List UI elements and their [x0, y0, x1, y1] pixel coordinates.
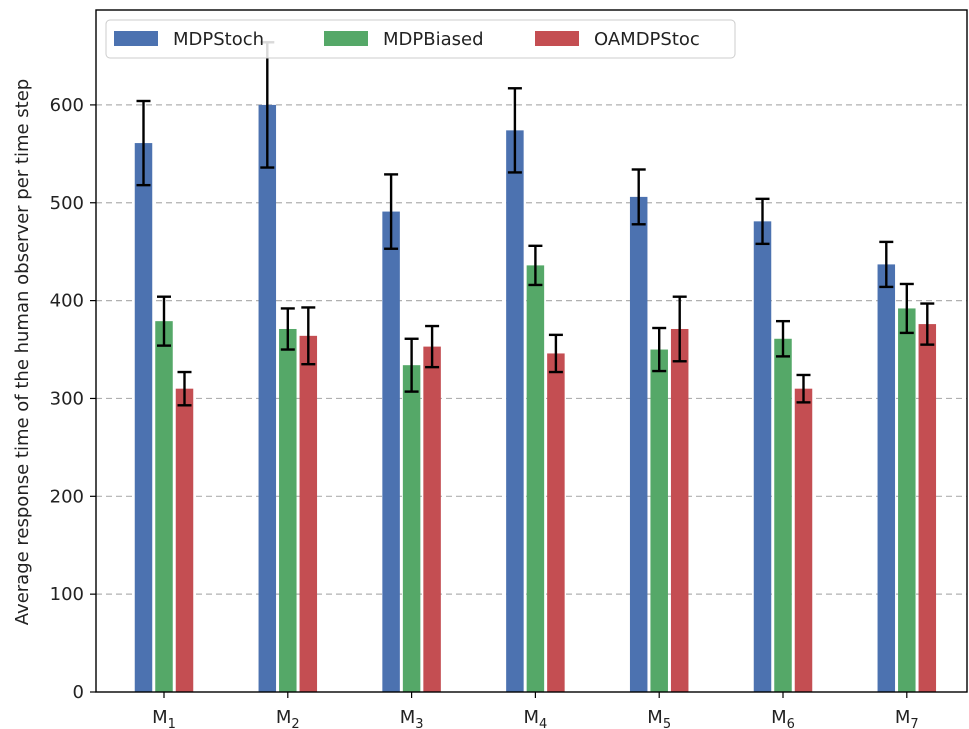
bar [547, 353, 565, 692]
bar [258, 104, 277, 693]
x-tick-label: M1 [152, 707, 176, 729]
bar [629, 196, 648, 692]
bar [134, 143, 153, 692]
legend: MDPStoch MDPBiased OAMDPStoc [105, 19, 736, 59]
x-tick-label: M2 [276, 707, 300, 729]
bar [155, 321, 173, 692]
bar [877, 264, 896, 692]
bar [175, 388, 194, 692]
x-tick-label: M7 [895, 707, 919, 729]
legend-swatch [535, 31, 579, 46]
x-tick-label: M3 [400, 707, 424, 729]
y-tick-label: 400 [50, 291, 84, 312]
bar [918, 324, 937, 692]
legend-entry: MDPStoch [114, 29, 264, 50]
legend-swatch [114, 31, 158, 46]
y-axis-label: Average response time of the human obser… [12, 79, 33, 625]
y-tick-label: 100 [50, 584, 84, 605]
legend-entry: MDPBiased [324, 29, 484, 50]
bar [382, 211, 400, 692]
y-tick-label: 200 [50, 486, 84, 507]
y-tick-label: 300 [50, 388, 84, 409]
error-bars [136, 41, 935, 407]
bar [299, 335, 318, 692]
x-ticks: M1 M2 M3 M4 M5 M6 M7 [152, 692, 919, 729]
bar [794, 388, 813, 692]
y-tick-label: 600 [50, 95, 84, 116]
x-tick-label: M4 [523, 707, 547, 729]
legend-box [105, 19, 736, 59]
bar [526, 265, 545, 692]
bar [423, 346, 441, 692]
y-tick-label: 0 [73, 682, 84, 703]
legend-label: OAMDPStoc [594, 29, 700, 50]
x-tick-label: M6 [771, 707, 795, 729]
bar [650, 349, 668, 692]
x-tick-label: M5 [647, 707, 671, 729]
legend-swatch [324, 31, 368, 46]
legend-label: MDPStoch [173, 29, 264, 50]
bar [753, 221, 772, 692]
bar [402, 365, 421, 692]
y-ticks: 0 100 200 300 400 500 600 [50, 95, 96, 703]
legend-label: MDPBiased [383, 29, 484, 50]
bar [279, 328, 297, 692]
y-tick-label: 500 [50, 193, 84, 214]
bar [774, 338, 792, 692]
legend-entry: OAMDPStoc [535, 29, 700, 50]
plot-frame [95, 9, 968, 693]
bar [898, 308, 916, 692]
bar [670, 328, 689, 692]
axes [95, 9, 968, 693]
bars [134, 104, 937, 693]
bar [506, 130, 524, 693]
